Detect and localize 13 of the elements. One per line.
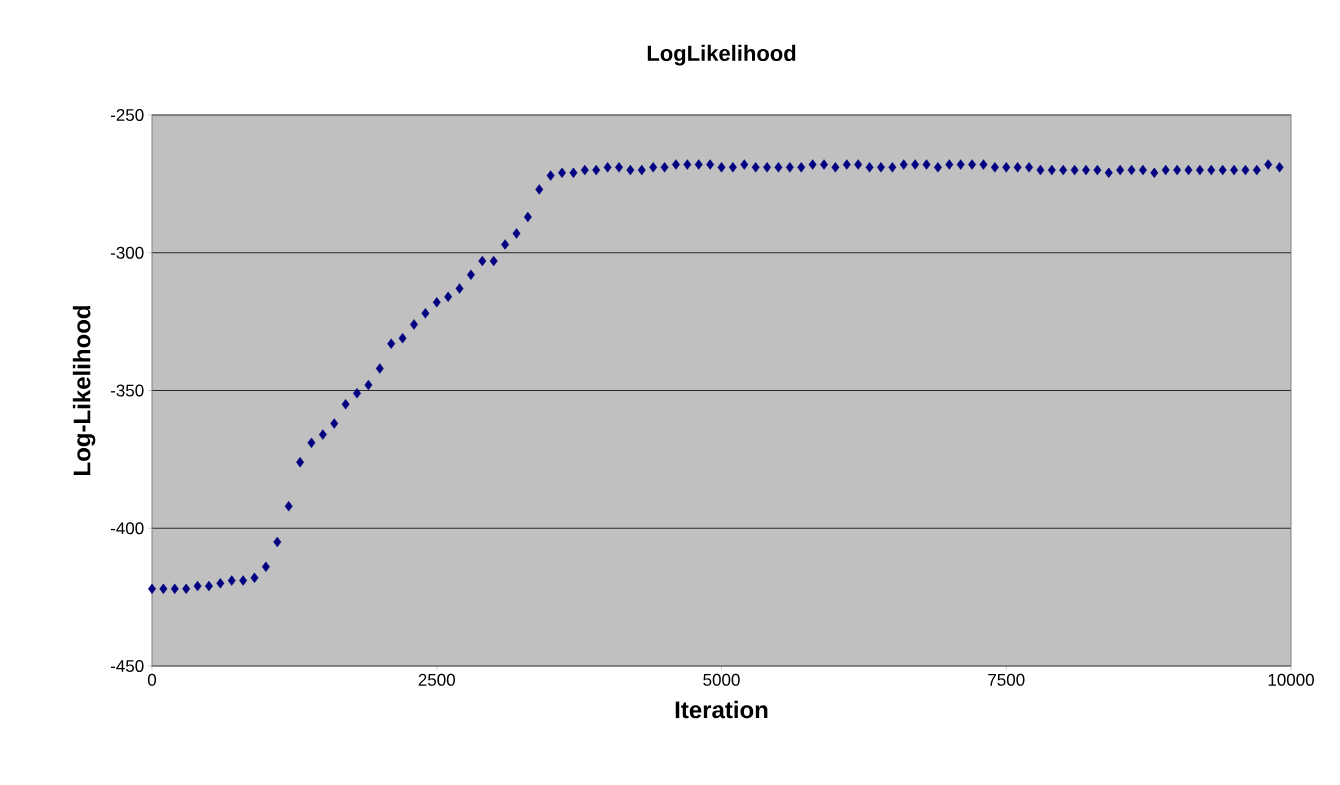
x-tick-label: 10000 — [1268, 673, 1314, 686]
x-tick-label: 5000 — [703, 673, 740, 686]
y-tick-label: -400 — [110, 522, 144, 535]
y-tick-label: -350 — [110, 384, 144, 397]
x-tick-label: 7500 — [988, 673, 1025, 686]
y-tick-label: -450 — [110, 659, 144, 673]
y-tick-label: -250 — [110, 108, 144, 122]
x-tick-label: 2500 — [418, 673, 455, 686]
x-axis-title: Iteration — [675, 700, 768, 719]
x-tick-label: 0 — [147, 673, 157, 686]
y-tick-label: -300 — [110, 246, 144, 259]
y-axis-title: Log-Likelihood — [72, 306, 96, 475]
chart-title: LogLikelihood — [647, 44, 796, 66]
